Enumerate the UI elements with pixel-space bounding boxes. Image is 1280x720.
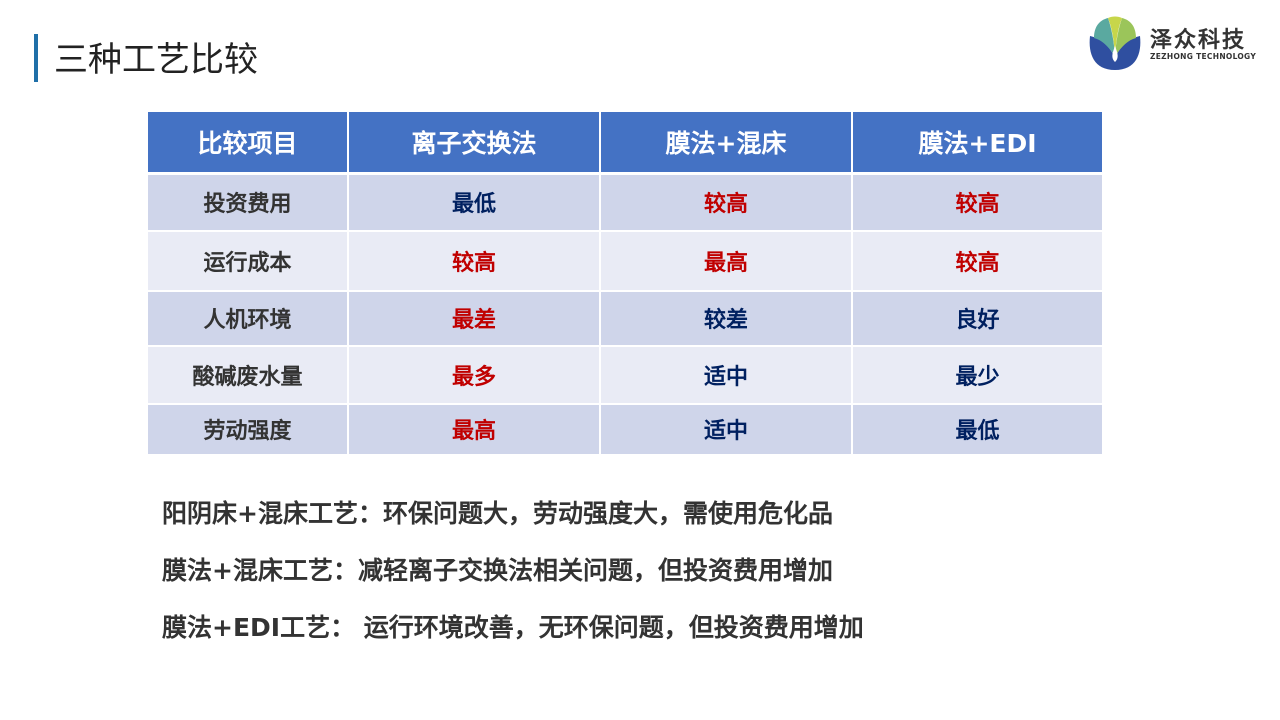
comparison-table: 比较项目 离子交换法 膜法+混床 膜法+EDI 投资费用 最低 较高 较高 运行成本 较高… xyxy=(148,112,1102,454)
logo-name: 泽众科技 xyxy=(1150,28,1247,53)
table-cell: 较高 xyxy=(851,229,1102,291)
table-row: 酸碱废水量 最多 适中 最少 xyxy=(148,344,1102,404)
header-cell: 膜法+混床 xyxy=(599,112,852,175)
table-cell: 较高 xyxy=(599,172,852,231)
note-item: 膜法+EDI工艺： 运行环境改善，无环保问题，但投资费用增加 xyxy=(162,613,864,642)
table-cell: 最高 xyxy=(347,402,600,454)
header-cell: 膜法+EDI xyxy=(851,112,1102,175)
table-header-row: 比较项目 离子交换法 膜法+混床 膜法+EDI xyxy=(148,112,1102,175)
lotus-logo-icon xyxy=(1089,16,1141,70)
table-cell: 较差 xyxy=(599,289,852,346)
slide-title: 三种工艺比较 xyxy=(54,40,258,80)
table-cell: 最多 xyxy=(347,344,600,404)
table-row: 投资费用 最低 较高 较高 xyxy=(148,172,1102,231)
row-label: 劳动强度 xyxy=(148,402,348,454)
table-cell: 良好 xyxy=(851,289,1102,346)
table-cell: 适中 xyxy=(599,402,852,454)
notes-list: 阳阴床+混床工艺：环保问题大，劳动强度大，需使用危化品 膜法+混床工艺：减轻离子… xyxy=(162,494,864,665)
table-cell: 最少 xyxy=(851,344,1102,404)
row-label: 投资费用 xyxy=(148,172,348,231)
table-cell: 最低 xyxy=(347,172,600,231)
table-cell: 适中 xyxy=(599,344,852,404)
table-cell: 较高 xyxy=(347,229,600,291)
title-accent-bar xyxy=(34,34,38,82)
row-label: 运行成本 xyxy=(148,229,348,291)
table-row: 劳动强度 最高 适中 最低 xyxy=(148,402,1102,454)
table-cell: 最差 xyxy=(347,289,600,346)
table-row: 运行成本 较高 最高 较高 xyxy=(148,229,1102,291)
note-item: 阳阴床+混床工艺：环保问题大，劳动强度大，需使用危化品 xyxy=(162,499,833,528)
company-logo: 泽众科技 ZEZHONG TECHNOLOGY xyxy=(1086,16,1266,72)
table-cell: 最低 xyxy=(851,402,1102,454)
table-cell: 较高 xyxy=(851,172,1102,231)
table-cell: 最高 xyxy=(599,229,852,291)
header-cell: 离子交换法 xyxy=(347,112,600,175)
header-cell: 比较项目 xyxy=(148,112,348,175)
row-label: 人机环境 xyxy=(148,289,348,346)
logo-subtitle: ZEZHONG TECHNOLOGY xyxy=(1150,52,1257,61)
row-label: 酸碱废水量 xyxy=(148,344,348,404)
table-row: 人机环境 最差 较差 良好 xyxy=(148,289,1102,346)
note-item: 膜法+混床工艺：减轻离子交换法相关问题，但投资费用增加 xyxy=(162,556,833,585)
